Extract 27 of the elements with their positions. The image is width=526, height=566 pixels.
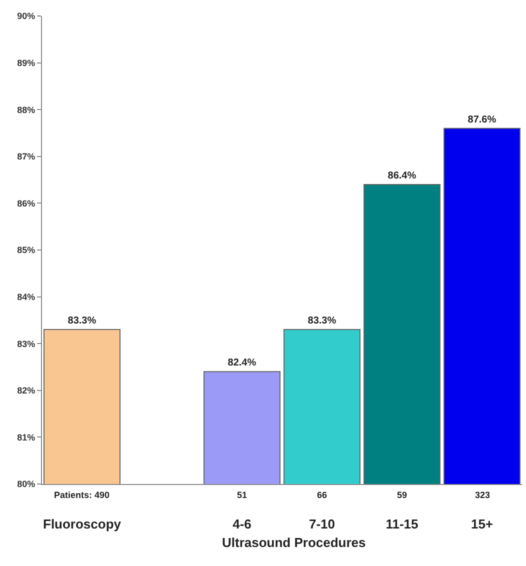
x-tick-label: 7-10 bbox=[308, 516, 336, 532]
data-label: 86.4% bbox=[388, 170, 416, 182]
x-tick-label: 4-6 bbox=[232, 516, 252, 532]
y-tick-label: 81% bbox=[17, 432, 36, 442]
x-tick-label: 11-15 bbox=[386, 516, 418, 532]
data-label: 82.4% bbox=[228, 358, 256, 369]
y-tick-label: 90% bbox=[17, 11, 36, 22]
y-tick-label: 80% bbox=[17, 479, 36, 490]
text: 323 bbox=[475, 490, 490, 500]
y-tick-label: 85% bbox=[17, 245, 36, 256]
y-tick-label: 87% bbox=[17, 152, 36, 162]
text: Patients: 490 bbox=[54, 490, 110, 500]
x-tick-label: 15+ bbox=[470, 516, 494, 532]
text: Ultrasound Procedures bbox=[222, 535, 366, 550]
text: 59 bbox=[397, 490, 408, 500]
y-tick-label: 82% bbox=[17, 386, 36, 396]
text: 66 bbox=[317, 490, 328, 500]
x-tick-label: Fluoroscopy bbox=[42, 516, 122, 532]
data-label: 83.3% bbox=[308, 316, 336, 327]
y-tick-label: 89% bbox=[17, 58, 36, 68]
data-label: 87.6% bbox=[468, 114, 496, 126]
data-label: 83.3% bbox=[68, 316, 96, 327]
y-tick-label: 88% bbox=[17, 104, 36, 115]
text: 51 bbox=[237, 490, 248, 500]
y-tick-label: 83% bbox=[17, 338, 36, 349]
y-tick-label: 84% bbox=[17, 292, 36, 302]
y-tick-label: 86% bbox=[17, 198, 36, 208]
